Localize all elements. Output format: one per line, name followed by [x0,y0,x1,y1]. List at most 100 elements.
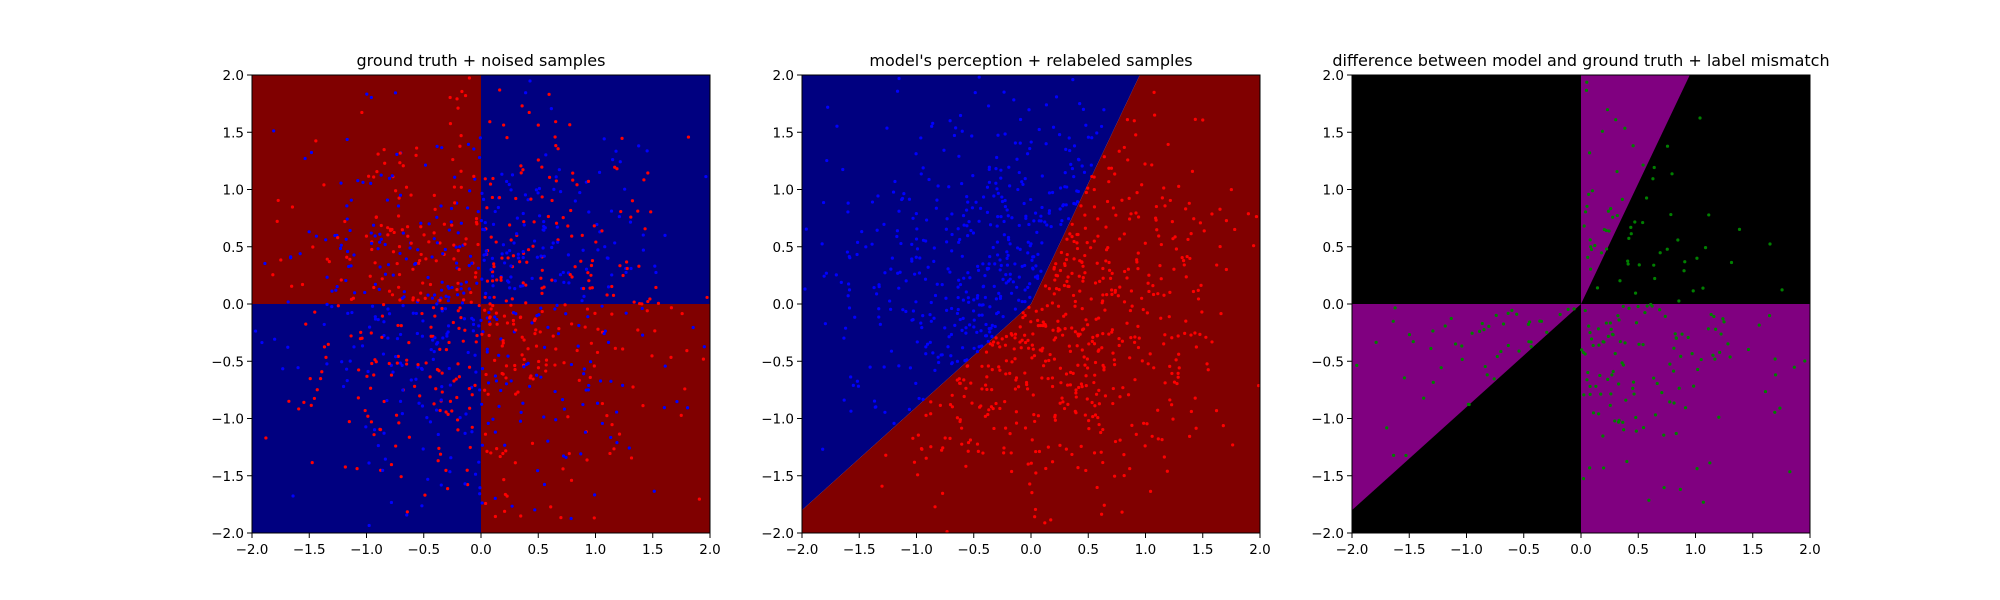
sample-point [459,221,463,225]
sample-point [553,389,557,394]
sample-point [1064,147,1068,151]
sample-point [916,433,920,437]
sample-point [648,297,652,301]
sample-point [367,523,371,528]
sample-point [360,110,364,115]
sample-point [1102,108,1106,112]
sample-point [477,303,481,308]
sample-point [475,281,479,285]
sample-point [1608,321,1612,325]
sample-point [373,234,377,238]
sample-point [628,220,633,224]
sample-point [311,245,315,249]
y-tick-label: 1.5 [1323,125,1344,141]
sample-point [365,92,369,96]
sample-point [924,352,928,356]
sample-point [1081,275,1085,280]
y-tick-label: 2.0 [773,68,794,84]
sample-point [561,467,565,471]
sample-point [1145,311,1149,315]
sample-point [1094,392,1099,396]
sample-point [1014,378,1018,382]
sample-point [680,311,684,316]
sample-point [1006,253,1010,257]
sample-point [971,174,975,178]
sample-point [632,300,636,304]
sample-point [1623,341,1627,345]
sample-point [1023,333,1027,337]
sample-point [469,300,473,304]
sample-point [1018,325,1022,329]
sample-point [485,449,489,453]
sample-point [1626,262,1630,266]
sample-point [279,258,283,262]
sample-point [350,310,354,315]
sample-point [704,174,708,179]
sample-point [1080,260,1084,264]
sample-point [1159,242,1163,247]
sample-point [504,449,508,453]
sample-point [1641,163,1645,167]
sample-point [520,104,524,108]
sample-point [999,168,1003,172]
sample-point [917,271,922,275]
sample-point [1013,336,1017,340]
sample-point [516,390,520,394]
sample-point [364,234,369,238]
sample-point [324,238,328,242]
sample-point [1110,288,1114,292]
sample-point [467,263,471,268]
sample-point [624,270,628,275]
sample-point [1623,126,1627,130]
sample-point [504,299,508,303]
sample-point [1050,460,1055,464]
sample-point [1087,419,1091,423]
sample-point [1028,146,1032,151]
sample-point [992,284,996,289]
sample-point [1086,135,1091,139]
sample-point [845,250,849,254]
sample-point [1120,198,1124,202]
sample-point [1066,402,1070,406]
sample-point [481,197,486,201]
sample-point [391,273,395,277]
sample-point [1104,225,1108,229]
sample-point [930,124,934,128]
sample-point [935,282,939,286]
sample-point [895,229,900,233]
sample-point [459,134,463,138]
sample-point [972,298,976,302]
sample-point [1022,201,1026,206]
x-tick-label: 1.5 [1192,542,1213,558]
sample-point [583,325,587,329]
sample-point [575,348,579,353]
y-tick-label: 0.5 [773,240,794,256]
sample-point [870,200,875,204]
sample-point [663,364,667,368]
sample-point [447,340,451,345]
sample-point [1175,381,1179,386]
sample-point [868,365,872,369]
sample-point [940,491,945,495]
sample-point [448,470,452,474]
sample-point [367,325,372,329]
sample-point [1707,213,1711,217]
sample-point [573,265,577,269]
sample-point [1093,281,1098,285]
sample-point [970,206,975,210]
sample-point [502,123,506,127]
sample-point [856,384,861,388]
sample-point [478,486,482,490]
sample-point [994,336,998,340]
sample-point [271,273,275,277]
sample-point [456,231,460,235]
sample-point [592,224,596,228]
sample-point [1184,319,1188,323]
sample-point [428,420,433,424]
sample-point [1711,353,1715,357]
sample-point [611,158,615,162]
region-below-boundary [802,75,1260,533]
sample-point [483,177,487,181]
sample-point [826,105,830,109]
sample-point [1018,141,1022,145]
